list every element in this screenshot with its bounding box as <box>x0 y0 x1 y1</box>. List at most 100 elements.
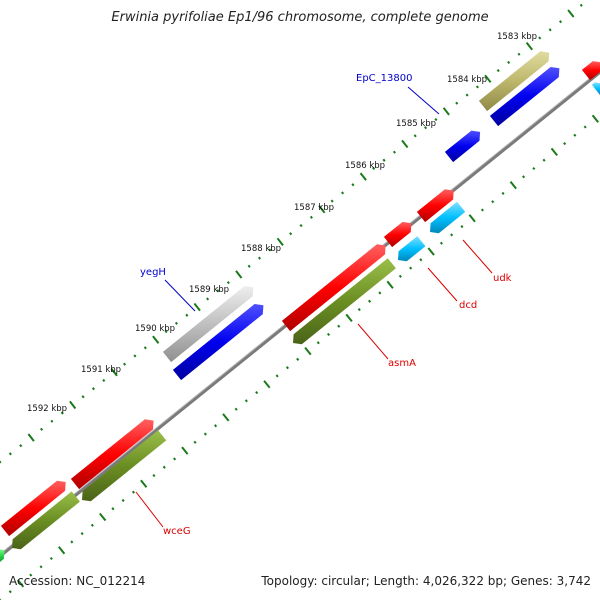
minor-tick <box>378 291 382 295</box>
minor-tick <box>409 266 413 270</box>
major-tick <box>58 546 66 555</box>
minor-tick <box>450 233 454 237</box>
minor-tick <box>152 473 156 478</box>
minor-tick <box>131 490 135 494</box>
minor-tick <box>517 52 521 56</box>
minor-tick <box>357 307 361 312</box>
tick-label: 1587 kbp <box>294 203 334 213</box>
minor-tick <box>49 556 53 561</box>
gene-arrow-red <box>416 189 454 223</box>
minor-tick <box>372 166 376 171</box>
major-tick <box>591 114 599 123</box>
major-tick <box>99 512 107 522</box>
major-tick <box>567 9 575 18</box>
minor-tick <box>111 507 115 511</box>
minor-tick <box>173 457 177 461</box>
minor-tick <box>538 36 542 40</box>
minor-tick <box>90 523 94 527</box>
minor-tick <box>268 248 272 252</box>
gene-label-yegh: yegH <box>140 267 166 278</box>
gene-arrow-khaki <box>478 51 550 112</box>
major-tick <box>16 579 25 588</box>
accession-text: Accession: NC_012214 <box>9 574 146 588</box>
gene-arrow-cyan <box>591 82 600 95</box>
minor-tick <box>475 85 479 89</box>
minor-tick <box>299 223 303 228</box>
major-tick <box>235 270 243 279</box>
minor-tick <box>330 199 334 203</box>
minor-tick <box>341 191 345 195</box>
gene-label-udk: udk <box>493 273 512 284</box>
gene-arrow-green <box>0 549 5 562</box>
tick-label: 1590 kbp <box>135 324 175 334</box>
major-tick <box>193 302 201 312</box>
major-tick <box>318 205 326 214</box>
epc13800-leader <box>407 86 440 115</box>
minor-tick <box>309 215 313 219</box>
major-tick <box>263 380 271 389</box>
minor-tick <box>285 366 289 370</box>
minor-tick <box>214 424 218 428</box>
minor-tick <box>439 241 443 245</box>
minor-tick <box>583 125 587 129</box>
major-tick <box>27 433 35 442</box>
minor-tick <box>206 297 210 301</box>
major-tick <box>181 446 189 455</box>
minor-tick <box>434 117 438 122</box>
tick-label: 1585 kbp <box>396 119 436 129</box>
wceg-leader <box>135 491 164 528</box>
gene-arrow-blue <box>489 67 560 127</box>
major-tick <box>140 479 148 488</box>
major-tick <box>427 247 435 256</box>
minor-tick <box>162 465 166 469</box>
minor-tick <box>164 329 168 334</box>
minor-tick <box>70 540 74 544</box>
minor-tick <box>548 28 552 32</box>
gene-arrow-grey <box>162 286 254 363</box>
major-tick <box>484 74 492 83</box>
minor-tick <box>123 362 127 366</box>
minor-tick <box>424 126 428 130</box>
minor-tick <box>559 20 563 24</box>
minor-tick <box>491 200 495 204</box>
gene-arrow-red <box>581 61 600 81</box>
minor-tick <box>296 357 300 361</box>
asma-leader <box>357 323 389 360</box>
minor-tick <box>80 532 84 536</box>
gene-label-epc13800: EpC_13800 <box>356 73 412 84</box>
gene-arrow-red <box>383 221 412 248</box>
minor-tick <box>255 390 259 395</box>
minor-tick <box>480 208 484 212</box>
minor-tick <box>368 299 372 303</box>
minor-tick <box>244 399 248 403</box>
minor-tick <box>203 432 207 436</box>
minor-tick <box>60 411 64 415</box>
minor-tick <box>133 354 137 358</box>
minor-tick <box>316 341 320 345</box>
minor-tick <box>460 225 464 229</box>
minor-tick <box>29 573 33 577</box>
tick-label: 1584 kbp <box>447 75 487 85</box>
gene-arrow-cyan <box>430 201 466 234</box>
yegh-leader <box>164 279 196 312</box>
minor-tick <box>351 183 355 187</box>
minor-tick <box>226 281 230 285</box>
gene-arrow-olive <box>12 491 80 550</box>
tick-label: 1586 kbp <box>345 161 385 171</box>
major-tick <box>276 237 284 247</box>
major-tick <box>222 413 230 422</box>
minor-tick <box>50 419 54 423</box>
minor-tick <box>247 264 251 268</box>
major-tick <box>525 41 533 51</box>
minor-tick <box>501 191 505 195</box>
minor-tick <box>19 444 23 448</box>
outer-tick-ring <box>0 3 583 464</box>
major-tick <box>69 400 77 410</box>
minor-tick <box>455 101 459 105</box>
major-tick <box>401 139 409 149</box>
minor-tick <box>40 427 44 431</box>
minor-tick <box>193 440 197 444</box>
dcd-leader <box>427 267 458 302</box>
major-tick <box>509 180 517 190</box>
